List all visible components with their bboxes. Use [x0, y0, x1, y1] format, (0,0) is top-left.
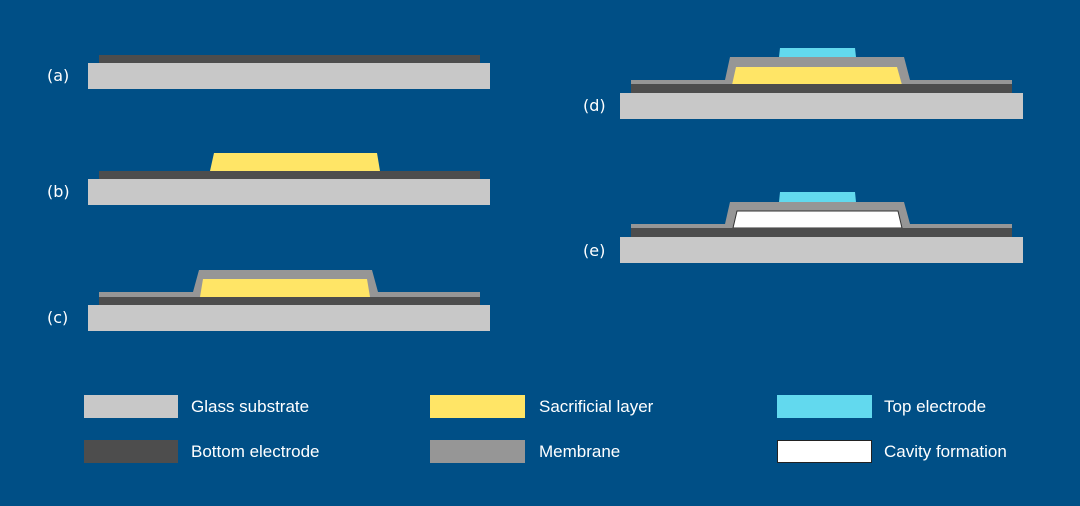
step-b-label: (b) [47, 182, 70, 201]
glass-substrate [88, 179, 490, 205]
legend-label: Membrane [539, 442, 620, 461]
bottom-electrode [99, 171, 480, 179]
glass-substrate [88, 305, 490, 331]
legend-swatch-membrane [430, 440, 525, 463]
step-a-label: (a) [47, 66, 69, 85]
legend-swatch-top-electrode [777, 395, 872, 418]
legend-label: Top electrode [884, 397, 986, 416]
bottom-electrode [99, 55, 480, 63]
legend-swatch-glass [84, 395, 178, 418]
step-c-label: (c) [47, 308, 68, 327]
sacrificial-layer [732, 67, 902, 85]
step-d-label: (d) [583, 96, 606, 115]
bottom-electrode [99, 297, 480, 305]
legend-label: Cavity formation [884, 442, 1007, 461]
step-b: (b) [47, 153, 490, 205]
legend-label: Bottom electrode [191, 442, 320, 461]
step-a: (a) [47, 55, 490, 89]
legend-swatch-bottom-electrode [84, 440, 178, 463]
step-c: (c) [47, 270, 490, 331]
top-electrode [779, 48, 856, 57]
bottom-electrode [631, 228, 1012, 237]
glass-substrate [620, 93, 1023, 119]
step-e: (e) [583, 192, 1023, 263]
sacrificial-layer [200, 279, 370, 297]
legend: Glass substrate Sacrificial layer Top el… [84, 395, 1007, 463]
glass-substrate [88, 63, 490, 89]
legend-swatch-cavity [777, 440, 872, 463]
legend-label: Sacrificial layer [539, 397, 654, 416]
top-electrode [779, 192, 856, 202]
cavity [732, 210, 903, 229]
legend-label: Glass substrate [191, 397, 309, 416]
sacrificial-layer [210, 153, 380, 171]
step-e-label: (e) [583, 241, 605, 260]
glass-substrate [620, 237, 1023, 263]
legend-swatch-sacrificial [430, 395, 525, 418]
step-d: (d) [583, 48, 1023, 119]
bottom-electrode [631, 84, 1012, 93]
